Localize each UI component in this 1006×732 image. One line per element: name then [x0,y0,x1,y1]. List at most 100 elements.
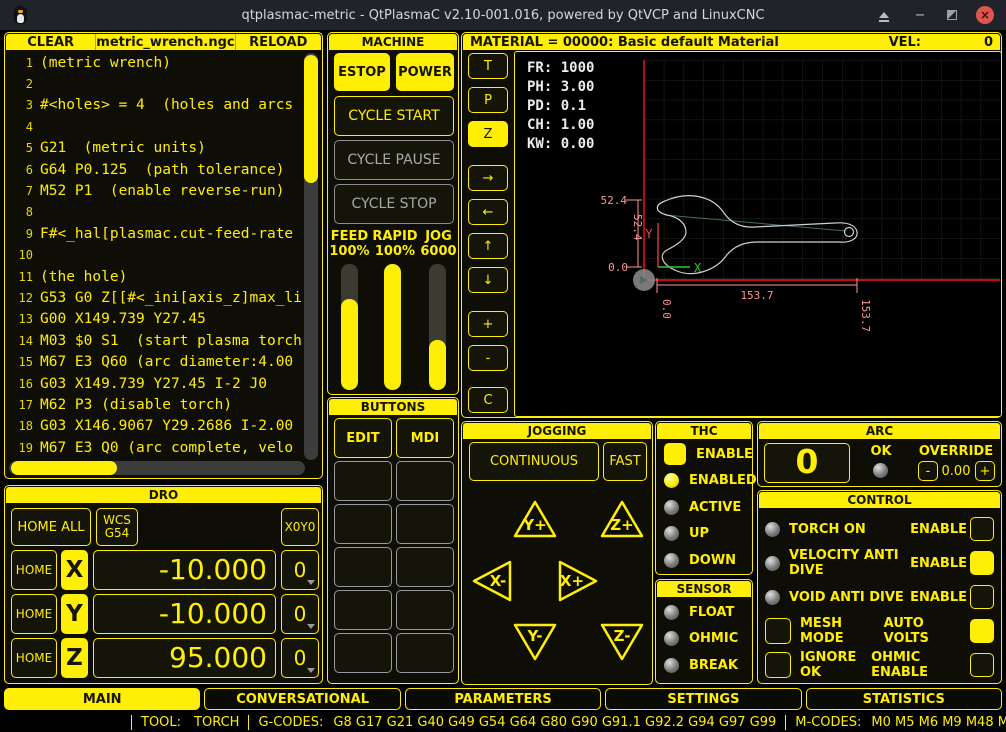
cycle-stop-button[interactable]: CYCLE STOP [334,184,454,224]
reload-button[interactable]: RELOAD [249,34,308,50]
preview-control-T[interactable]: T [468,53,508,79]
preview-control-P[interactable]: P [468,87,508,113]
user-button-empty[interactable] [334,547,392,587]
control-right-checkbox[interactable] [970,585,994,609]
gcode-line: 13 G00 X149.739 Y27.45 [9,309,306,330]
arc-ok-label: OK [870,444,892,459]
dro-select-z[interactable]: 0 [281,638,319,678]
gcode-line-text: M62 P3 (disable torch) [40,396,233,413]
preview-control-Z[interactable]: Z [468,121,508,147]
tab-settings[interactable]: SETTINGS [605,688,802,710]
jog-button-Xplus[interactable]: X+ [556,560,600,602]
gcodes-value: G8 G17 G21 G40 G49 G54 G64 G80 G90 G91.1… [333,714,777,730]
preview-control-←[interactable]: ← [468,199,508,225]
jog-continuous-button[interactable]: CONTINUOUS [469,442,599,481]
preview-control-↑[interactable]: ↑ [468,233,508,259]
hscroll-thumb[interactable] [11,461,117,475]
control-right-checkbox[interactable] [970,653,994,677]
tab-statistics[interactable]: STATISTICS [805,688,1003,710]
estop-button[interactable]: ESTOP [334,53,390,91]
home-x-button[interactable]: HOME [11,550,57,590]
thc-row-enable[interactable]: ENABLE [656,441,753,468]
override-value: 100% [329,244,370,259]
control-left-checkbox[interactable] [765,618,791,644]
user-button-mdi[interactable]: MDI [396,418,454,458]
jog-fast-button[interactable]: FAST [603,442,647,481]
gcode-line-number: 10 [18,248,33,263]
preview-control-+[interactable]: + [468,311,508,337]
plot-preview[interactable]: 52.4 52.4 0.0 153.7 0.0 153.7 X Y [514,51,1002,417]
control-right-checkbox[interactable] [970,619,994,643]
preview-control-→[interactable]: → [468,165,508,191]
zero-xy-button[interactable]: X0Y0 [281,508,319,546]
override-labels: FEED 100% RAPID 100% JOG 6000 [328,229,458,259]
control-right-checkbox[interactable] [970,517,994,541]
override-slider-rapid[interactable] [384,264,401,390]
minimize-button[interactable]: − [914,7,926,23]
override-plus-button[interactable]: + [975,461,995,481]
restore-button[interactable] [944,7,960,23]
user-button-empty[interactable] [396,633,454,673]
dro-select-y[interactable]: 0 [281,594,319,634]
gcode-line: 18 G03 X146.9067 Y29.2686 I-2.00 [9,416,306,437]
control-right-checkbox[interactable] [970,551,994,575]
gcode-horizontal-scrollbar[interactable] [9,461,305,475]
wcs-button[interactable]: WCS G54 [96,508,138,546]
power-button[interactable]: POWER [396,53,454,91]
vscroll-thumb[interactable] [304,55,318,183]
status-bar: TOOL: TORCH G-CODES: G8 G17 G21 G40 G49 … [0,712,1006,732]
gcode-line-text: (metric wrench) [40,54,171,71]
user-button-empty[interactable] [396,547,454,587]
user-button-empty[interactable] [396,590,454,630]
gcode-listing[interactable]: 1 (metric wrench) 2 3 #<holes> = 4 (holes an… [9,52,306,460]
user-button-empty[interactable] [334,461,392,501]
home-all-button[interactable]: HOME ALL [11,508,91,546]
home-z-button[interactable]: HOME [11,638,57,678]
thc-checkbox-enable[interactable] [664,443,686,466]
control-left-checkbox[interactable] [765,652,791,678]
jog-label: Z+ [610,516,634,534]
cycle-pause-button[interactable]: CYCLE PAUSE [334,140,454,180]
mcodes-value: M0 M5 M6 M9 M48 M52 M53 [871,714,1006,730]
gcode-line-number: 2 [25,77,33,92]
tab-conversational[interactable]: CONVERSATIONAL [204,688,401,710]
gcode-line: 5 G21 (metric units) [9,138,306,159]
preview-control-C[interactable]: C [468,387,508,413]
user-button-empty[interactable] [334,504,392,544]
override-minus-button[interactable]: - [918,461,938,481]
preview-control-↓[interactable]: ↓ [468,267,508,293]
shade-window-button[interactable] [876,7,892,23]
user-button-empty[interactable] [334,590,392,630]
cycle-start-button[interactable]: CYCLE START [334,96,454,136]
dro-select-x[interactable]: 0 [281,550,319,590]
preview-panel: MATERIAL = 00000: Basic default Material… [461,32,1002,418]
gcode-line-text: (the hole) [40,268,128,285]
user-button-edit[interactable]: EDIT [334,418,392,458]
user-button-empty[interactable] [396,461,454,501]
restore-icon [947,10,957,20]
jog-button-Yplus[interactable]: Y+ [513,498,557,540]
thc-row-enabled: ENABLED [656,468,757,495]
override-slider-feed[interactable] [341,264,358,390]
jog-button-Yminus[interactable]: Y- [513,621,557,663]
home-y-button[interactable]: HOME [11,594,57,634]
tab-main[interactable]: MAIN [4,688,201,710]
clear-button[interactable]: CLEAR [27,34,75,50]
preview-control--[interactable]: - [468,345,508,371]
user-button-empty[interactable] [334,633,392,673]
jog-button-Zplus[interactable]: Z+ [600,498,644,540]
jog-button-Xminus[interactable]: X- [470,560,514,602]
sensor-led-break [664,657,679,673]
user-button-empty[interactable] [396,504,454,544]
gcode-vertical-scrollbar[interactable] [304,53,318,460]
override-label-column: JOG 6000 [420,229,456,259]
jog-button-Zminus[interactable]: Z- [600,621,644,663]
velocity-value: 0 [983,34,993,50]
gcode-line-number: 6 [25,162,33,177]
tab-parameters[interactable]: PARAMETERS [404,688,602,710]
override-slider-jog[interactable] [429,264,446,390]
titlebar: qtplasmac-metric - QtPlasmaC v2.10-001.0… [0,0,1006,30]
gcode-line: 2 [9,73,306,94]
close-button[interactable]: × [976,6,994,24]
gcode-line: 6 G64 P0.125 (path tolerance) [9,159,306,180]
